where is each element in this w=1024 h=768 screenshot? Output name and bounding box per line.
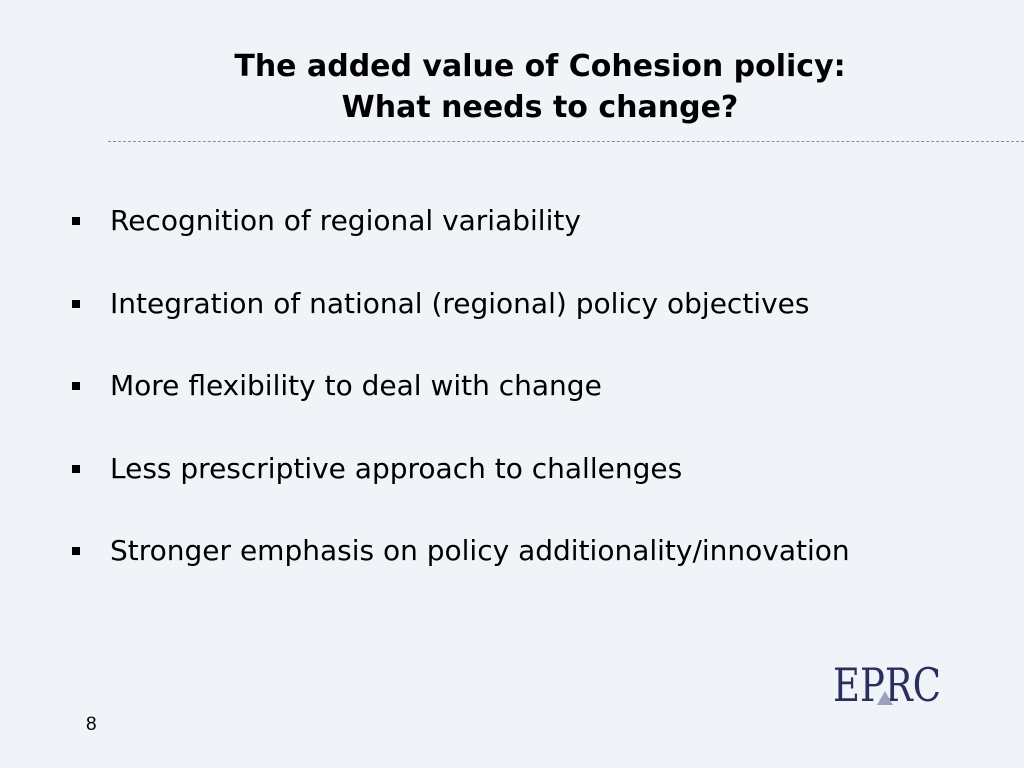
bullet: Stronger emphasis on policy additionalit… bbox=[0, 530, 850, 613]
bullet: Integration of national (regional) polic… bbox=[0, 283, 850, 366]
bullet-list: Recognition of regional variability Inte… bbox=[0, 200, 850, 613]
slide-title: The added value of Cohesion policy: What… bbox=[0, 46, 1024, 128]
bullet: Recognition of regional variability bbox=[0, 200, 850, 283]
bullet: More flexibility to deal with change bbox=[0, 365, 850, 448]
page-number: 8 bbox=[86, 714, 97, 735]
bullet: Less prescriptive approach to challenges bbox=[0, 448, 850, 531]
logo-triangle bbox=[877, 691, 893, 705]
title-line: What needs to change? bbox=[341, 90, 739, 125]
divider bbox=[108, 141, 1024, 142]
logo: EPRC bbox=[833, 658, 941, 711]
title-line: The added value of Cohesion policy: bbox=[234, 49, 846, 84]
